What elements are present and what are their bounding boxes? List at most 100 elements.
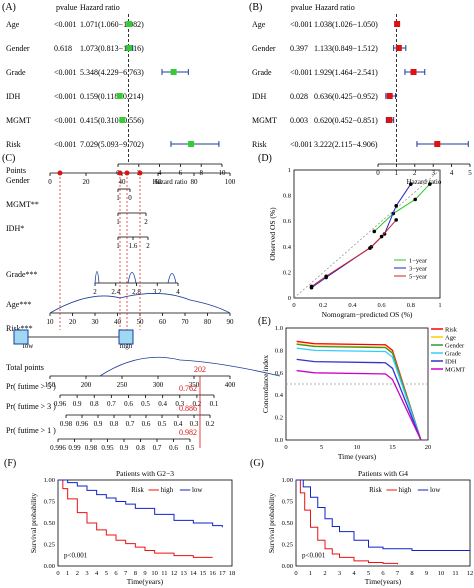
panel-a-label: (A): [2, 2, 16, 13]
row-pvalue: <0.001: [54, 68, 77, 77]
x-tick-label: 6: [114, 570, 118, 577]
nomogram-tick-label: 0.996: [50, 444, 66, 452]
panel-a: (A) pvalue Hazard ratio Age <0.001 1.071(1…: [2, 2, 226, 186]
legend-label-low: low: [430, 486, 441, 494]
nomogram-tick-label: 0.6: [124, 400, 133, 408]
y-tick-label: 1.00: [44, 477, 55, 484]
row-name: Risk: [6, 140, 21, 149]
nomogram-tick-label: 0: [48, 178, 52, 186]
nomogram-tick-label: high: [120, 342, 133, 350]
nomogram-tick-label: 0.6: [169, 444, 178, 452]
y-tick-label: 0.75: [282, 499, 293, 506]
nomogram-tick-label: 200: [81, 381, 92, 389]
cindex-line: [296, 343, 422, 441]
calibration-point: [394, 218, 399, 222]
nomogram-row-label: MGMT**: [6, 200, 39, 209]
nomogram-tick-label: 0.9: [73, 400, 82, 408]
x-tick-label: 13: [180, 570, 187, 577]
nomogram-tick-label: 0.96: [76, 420, 89, 428]
x-tick-label: 1: [309, 570, 312, 577]
hr-marker: [188, 141, 195, 147]
x-tick-label: 7: [396, 570, 400, 577]
legend-label: 3−year: [409, 266, 428, 273]
total-density-curve: [99, 356, 281, 377]
hr-marker: [119, 117, 126, 123]
x-tick-label: 0: [292, 302, 295, 309]
x-tick-label: 10: [354, 444, 361, 451]
legend-label: 1−year: [409, 258, 428, 265]
calibration-point: [394, 204, 399, 208]
nomogram-tick-label: 2.8: [132, 288, 141, 296]
y-tick-label: 0.25: [282, 542, 293, 549]
cindex-line: [296, 358, 422, 441]
hr-marker: [394, 21, 401, 27]
x-tick-label: 5: [367, 570, 370, 577]
x-tick-label: 3: [338, 570, 341, 577]
hr-marker: [434, 141, 441, 147]
cindex-line: [296, 347, 422, 441]
row-name: Risk: [252, 140, 267, 149]
nomogram-tick-label: 0.3: [190, 420, 199, 428]
nomogram-tick-label: 20: [83, 178, 91, 186]
row-name: MGMT: [252, 116, 277, 125]
x-tick-label: 9: [425, 570, 428, 577]
prob-value: 0.982: [179, 428, 197, 437]
plot-frame: [57, 479, 233, 567]
panel-b: (B) pvalue Hazard ratio Age <0.001 1.038(1…: [249, 2, 472, 186]
y-tick-label: 0.6: [283, 218, 292, 225]
row-hr-text: 1.071(1.060−1.082): [80, 20, 144, 29]
panel-f-label: (F): [4, 458, 16, 469]
grade-density-curve: [94, 271, 177, 284]
x-tick-label: 5: [105, 570, 108, 577]
nomogram-tick-label: 0.4: [174, 420, 183, 428]
row-pvalue: <0.001: [54, 20, 77, 29]
legend-label: Grade: [445, 351, 461, 358]
row-hr-text: 1.073(0.813−1.416): [80, 44, 144, 53]
row-hr-text: 0.620(0.452−0.851): [314, 116, 378, 125]
calibration-point: [368, 246, 372, 250]
panel-e-label: (E): [258, 316, 271, 327]
cindex-line: [296, 340, 422, 441]
nomogram-tick-label: 2: [144, 218, 148, 226]
p-value: p<0.001: [64, 551, 88, 559]
x-tick-label: 15: [389, 444, 396, 451]
row-pvalue: 0.003: [290, 116, 308, 125]
legend-title: Risk: [369, 486, 382, 494]
row-name: IDH: [6, 92, 20, 101]
panel-g-label: (G): [250, 458, 264, 469]
nomogram-tick-label: 4: [176, 288, 180, 296]
hr-marker: [386, 93, 393, 99]
nomogram-row-label: IDH*: [6, 224, 24, 233]
y-axis-title: Survival probability: [29, 493, 38, 553]
x-tick-label: 2: [323, 570, 326, 577]
row-name: IDH: [252, 92, 266, 101]
nomogram-row-label: Pr( futime > 3 ): [6, 402, 56, 411]
panel-b-col-pvalue: pvalue: [291, 3, 313, 12]
hr-marker: [126, 21, 133, 27]
nomogram-tick-label: 3.2: [153, 288, 162, 296]
nomogram-tick-label: low: [23, 342, 34, 350]
nomogram-tick-label: 0.8: [110, 420, 119, 428]
x-tick-label: 0.8: [407, 302, 415, 309]
nomogram-tick-label: 80: [191, 178, 199, 186]
row-hr-text: 5.348(4.229−6.763): [80, 68, 144, 77]
nomogram-tick-label: 0.8: [90, 400, 99, 408]
panel-f: (F) Patients with G2−30 1 2 3 4 5 6 7 8 9 10 11 12 13…: [4, 458, 235, 586]
row-hr-text: 1.133(0.849−1.512): [314, 44, 378, 53]
y-tick-label: 0.6: [275, 370, 284, 377]
x-tick-label: 0: [56, 570, 59, 577]
legend-label: Gender: [445, 343, 465, 350]
row-hr-text: 3.222(2.115−4.906): [314, 140, 378, 149]
x-tick-label: 11: [161, 570, 167, 577]
nomogram-tick-label: 0.6: [142, 420, 151, 428]
ideal-line: [293, 169, 441, 299]
point-marker: [137, 170, 143, 176]
nomogram-tick-label: 0.7: [107, 400, 116, 408]
y-tick-label: 0.8: [283, 193, 291, 200]
nomogram-tick-label: 100: [225, 178, 236, 186]
x-tick-label: 1: [395, 169, 399, 177]
nomogram-tick-label: 0.98: [85, 444, 98, 452]
y-tick-label: 1.00: [282, 477, 293, 484]
x-tick-label: 9: [143, 570, 146, 577]
row-name: Gender: [6, 44, 30, 53]
